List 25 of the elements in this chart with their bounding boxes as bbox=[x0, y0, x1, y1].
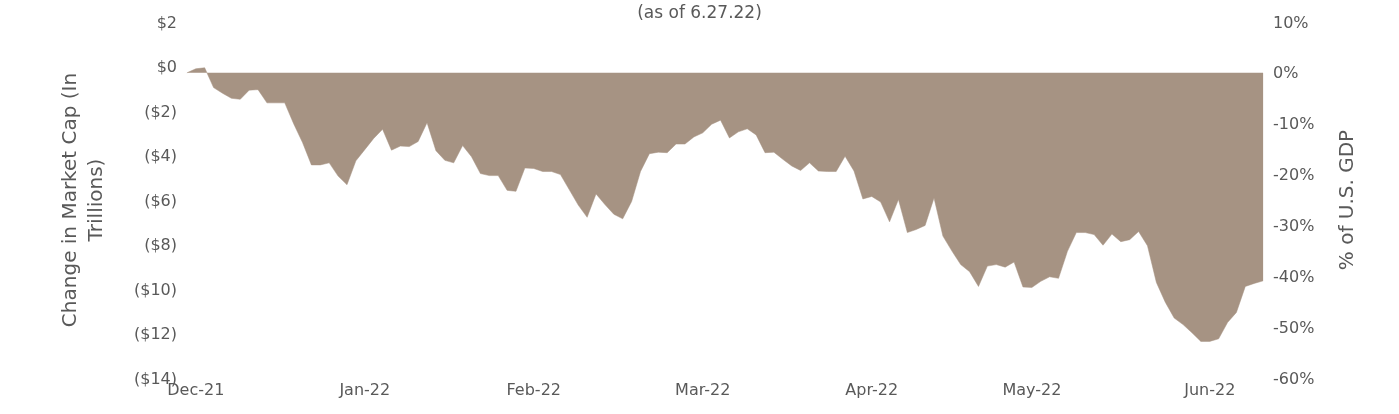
y2-tick-label: -20% bbox=[1273, 165, 1315, 185]
chart-title: (as of 6.27.22) bbox=[637, 1, 762, 22]
y-tick-label: ($6) bbox=[144, 190, 177, 210]
x-tick-label: May-22 bbox=[1002, 380, 1062, 399]
x-tick-label: Jan-22 bbox=[338, 380, 391, 399]
y2-tick-label: 10% bbox=[1273, 12, 1309, 32]
y2-tick-label: -10% bbox=[1273, 114, 1315, 134]
y-axis-title: Change in Market Cap (In Trillions) bbox=[57, 72, 108, 328]
y2-tick-label: 0% bbox=[1273, 63, 1299, 83]
y-tick-label: ($4) bbox=[144, 146, 177, 166]
x-tick-label: Mar-22 bbox=[675, 380, 731, 399]
y-tick-label: $0 bbox=[156, 57, 177, 77]
x-tick-label: Jun-22 bbox=[1183, 380, 1236, 399]
y2-axis-title: % of U.S. GDP bbox=[1333, 129, 1358, 271]
y-tick-label: ($10) bbox=[133, 279, 177, 299]
y2-tick-label: -30% bbox=[1273, 216, 1315, 236]
y2-tick-label: -50% bbox=[1273, 317, 1315, 337]
y-tick-label: $2 bbox=[156, 12, 177, 32]
y-tick-label: ($12) bbox=[133, 324, 177, 344]
y2-tick-label: -60% bbox=[1273, 368, 1315, 388]
x-tick-label: Feb-22 bbox=[506, 380, 561, 399]
y-tick-label: ($2) bbox=[144, 101, 177, 121]
x-tick-label: Apr-22 bbox=[845, 380, 899, 399]
y2-tick-label: -40% bbox=[1273, 266, 1315, 286]
y-tick-label: ($8) bbox=[144, 235, 177, 255]
